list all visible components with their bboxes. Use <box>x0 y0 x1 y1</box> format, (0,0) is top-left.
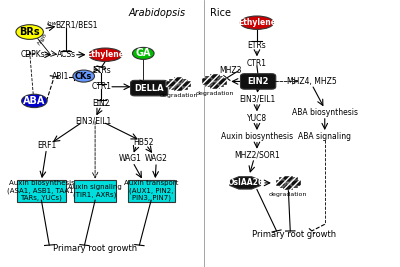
Text: degradation: degradation <box>269 192 308 197</box>
Bar <box>288 182 298 189</box>
FancyBboxPatch shape <box>240 74 276 89</box>
Text: ERF1: ERF1 <box>37 141 56 150</box>
Text: EIN3/EIL1: EIN3/EIL1 <box>75 116 112 125</box>
Text: Auxin signaling
(TIR1, AXRs): Auxin signaling (TIR1, AXRs) <box>68 184 122 198</box>
Text: MHZ4, MHZ5: MHZ4, MHZ5 <box>287 77 337 86</box>
Text: BZR1/BES1: BZR1/BES1 <box>56 21 98 30</box>
Bar <box>178 78 188 85</box>
Ellipse shape <box>16 25 43 39</box>
Text: ABA: ABA <box>23 96 46 106</box>
Text: EIN2: EIN2 <box>93 99 110 108</box>
Text: CTR1: CTR1 <box>91 82 111 91</box>
Text: CTR1: CTR1 <box>247 59 267 68</box>
Bar <box>210 82 220 89</box>
Bar <box>205 76 215 83</box>
Text: MHZ2/SOR1: MHZ2/SOR1 <box>234 151 280 160</box>
Bar <box>284 176 293 182</box>
Ellipse shape <box>89 48 122 61</box>
Text: DELLA: DELLA <box>134 84 164 93</box>
Text: ABI1: ABI1 <box>52 72 70 81</box>
Text: Auxin biosynthesis: Auxin biosynthesis <box>221 132 293 141</box>
Text: CDPKs: CDPKs <box>20 50 45 59</box>
Text: WAG1: WAG1 <box>119 154 142 163</box>
FancyBboxPatch shape <box>128 180 175 202</box>
Text: Arabidopsis: Arabidopsis <box>128 8 186 18</box>
Text: Ethylene: Ethylene <box>238 18 276 27</box>
Text: YUC8: YUC8 <box>247 113 267 123</box>
Bar <box>214 80 224 87</box>
Bar <box>210 74 220 81</box>
Bar <box>284 184 293 190</box>
Polygon shape <box>230 177 260 189</box>
Bar <box>218 78 227 85</box>
Bar <box>291 179 301 186</box>
Text: low: low <box>47 21 57 26</box>
Bar <box>169 83 179 89</box>
Bar <box>166 81 176 87</box>
Text: MHZ3: MHZ3 <box>220 66 242 75</box>
Bar <box>205 80 215 87</box>
Bar <box>288 177 298 184</box>
Text: degradation: degradation <box>159 93 198 99</box>
Text: OsIAA26: OsIAA26 <box>227 178 263 187</box>
Bar <box>276 179 285 186</box>
Bar <box>202 78 212 85</box>
FancyBboxPatch shape <box>130 80 168 96</box>
FancyBboxPatch shape <box>74 180 116 202</box>
Text: high: high <box>36 32 48 45</box>
Bar <box>182 81 191 87</box>
Bar <box>169 78 179 85</box>
Ellipse shape <box>240 16 274 29</box>
Bar <box>174 85 184 91</box>
Text: BRs: BRs <box>19 27 40 37</box>
Text: Primary root growth: Primary root growth <box>53 244 137 253</box>
FancyBboxPatch shape <box>17 180 66 202</box>
Text: CKs: CKs <box>75 72 92 81</box>
Bar <box>279 182 288 189</box>
Text: WAG2: WAG2 <box>145 154 168 163</box>
Bar <box>178 83 188 89</box>
Text: degradation: degradation <box>196 91 234 96</box>
Ellipse shape <box>132 47 154 59</box>
Text: EIN2: EIN2 <box>247 77 269 86</box>
Text: GA: GA <box>136 48 151 58</box>
Text: HB52: HB52 <box>133 138 154 147</box>
Bar <box>214 76 224 83</box>
Text: ACSs: ACSs <box>56 50 76 59</box>
Text: Primary root growth: Primary root growth <box>252 230 336 239</box>
Ellipse shape <box>73 70 94 82</box>
Text: ETRs: ETRs <box>92 66 111 75</box>
Text: ETRs: ETRs <box>248 41 266 50</box>
Text: Ethylene: Ethylene <box>86 50 124 59</box>
Ellipse shape <box>22 94 47 108</box>
Bar <box>174 77 184 83</box>
Text: EIN3/EIL1: EIN3/EIL1 <box>239 95 275 104</box>
Text: Auxin biosynthesis
(ASA1, ASB1, TAA1,
TARs, YUCs): Auxin biosynthesis (ASA1, ASB1, TAA1, TA… <box>7 180 76 201</box>
Text: ABA biosynthesis: ABA biosynthesis <box>292 108 358 117</box>
Text: Auxin transport
(AUX1, PIN2,
PIN3, PIN7): Auxin transport (AUX1, PIN2, PIN3, PIN7) <box>124 180 178 201</box>
Bar <box>279 177 288 184</box>
Text: Rice: Rice <box>210 8 231 18</box>
Text: ABA signaling: ABA signaling <box>298 132 351 141</box>
